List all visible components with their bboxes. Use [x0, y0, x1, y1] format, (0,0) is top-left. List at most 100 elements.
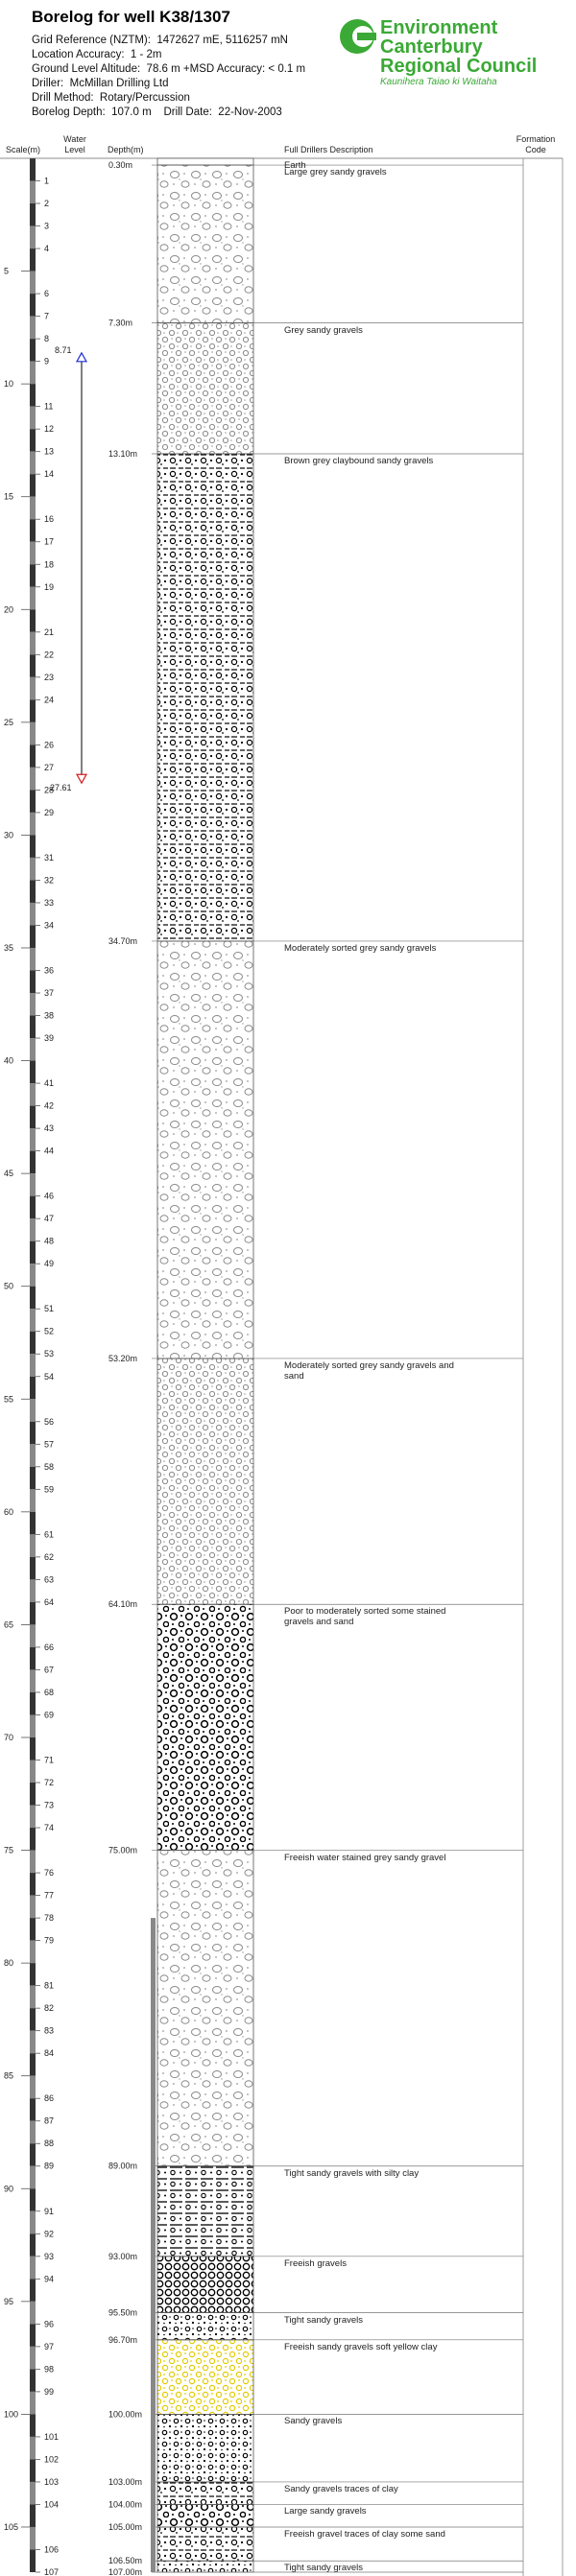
scale-label: 92 — [44, 2229, 54, 2238]
depth-label: 96.70m — [108, 2335, 137, 2345]
scale-label: 25 — [4, 718, 13, 727]
depth-label: 100.00m — [108, 2409, 142, 2419]
scale-label: 100 — [4, 2409, 18, 2419]
scale-segment — [30, 1963, 36, 1986]
scale-label: 85 — [4, 2071, 13, 2081]
scale-label: 65 — [4, 1619, 13, 1629]
scale-label: 94 — [44, 2274, 54, 2283]
scale-label: 15 — [4, 492, 13, 502]
scale-label: 8 — [44, 334, 49, 343]
layer-description: Tight sandy gravels with silty clay — [284, 2167, 420, 2179]
scale-label: 82 — [44, 2003, 54, 2013]
scale-segment — [30, 790, 36, 813]
scale-segment — [30, 180, 36, 204]
scale-segment — [30, 1060, 36, 1084]
logo-line: Canterbury — [380, 36, 484, 58]
scale-segment — [30, 2233, 36, 2257]
scale-segment — [30, 429, 36, 452]
lithology — [156, 940, 254, 1359]
scale-segment — [30, 993, 36, 1016]
scale-label: 13 — [44, 447, 54, 457]
scale-segment — [30, 1309, 36, 1332]
scale-segment — [30, 1444, 36, 1467]
scale-label: 51 — [44, 1304, 54, 1313]
layer-description: Large sandy gravels — [284, 2506, 367, 2517]
layer-description: Large grey sandy gravels — [284, 167, 387, 178]
scale-segment — [30, 1195, 36, 1219]
scale-label: 70 — [4, 1733, 13, 1742]
scale-segment — [30, 519, 36, 542]
scale-label: 14 — [44, 469, 54, 479]
scale-segment — [30, 384, 36, 407]
scale-segment — [30, 1083, 36, 1106]
scale-segment — [30, 1556, 36, 1580]
scale-label: 56 — [44, 1417, 54, 1427]
scale-segment — [30, 631, 36, 655]
scale-segment — [30, 2256, 36, 2280]
lithology — [156, 2560, 254, 2573]
scale-segment — [30, 1466, 36, 1490]
scale-segment — [30, 2436, 36, 2460]
depth-label: 95.50m — [108, 2308, 137, 2318]
casing — [151, 1918, 156, 2572]
scale-segment — [30, 158, 36, 181]
logo-line: Environment — [380, 17, 498, 38]
scale-label: 41 — [44, 1078, 54, 1088]
lithology — [156, 322, 254, 455]
scale-label: 7 — [44, 312, 49, 321]
lithology — [156, 1358, 254, 1605]
scale-label: 61 — [44, 1529, 54, 1539]
scale-label: 76 — [44, 1868, 54, 1878]
scale-segment — [30, 1828, 36, 1851]
scale-segment — [30, 1038, 36, 1061]
scale-segment — [30, 1691, 36, 1715]
scale-segment — [30, 857, 36, 881]
layer-description: Freeish gravels — [284, 2257, 347, 2269]
scale-segment — [30, 2210, 36, 2234]
scale-segment — [30, 2165, 36, 2189]
scale-label: 83 — [44, 2026, 54, 2036]
depth-label: 53.20m — [108, 1354, 137, 1363]
scale-segment — [30, 225, 36, 249]
lithology — [156, 2481, 254, 2505]
scale-label: 74 — [44, 1823, 54, 1832]
scale-segment — [30, 451, 36, 475]
scale-segment — [30, 2030, 36, 2054]
column-header: Water Level — [63, 134, 86, 154]
scale-segment — [30, 1940, 36, 1964]
scale-label: 93 — [44, 2252, 54, 2261]
layer-description: Tight sandy gravels — [284, 2314, 364, 2326]
scale-label: 44 — [44, 1146, 54, 1156]
scale-segment — [30, 2526, 36, 2550]
scale-segment — [30, 294, 36, 317]
water-level-label: 27.61 — [50, 783, 72, 792]
scale-segment — [30, 2053, 36, 2076]
lithology — [156, 2414, 254, 2483]
scale-segment — [30, 474, 36, 497]
scale-label: 90 — [4, 2184, 13, 2193]
scale-segment — [30, 2481, 36, 2505]
scale-label: 77 — [44, 1891, 54, 1901]
column-header: Full Drillers Description — [284, 145, 373, 154]
scale-segment — [30, 564, 36, 587]
depth-label: 106.50m — [108, 2556, 142, 2565]
scale-segment — [30, 676, 36, 700]
scale-label: 89 — [44, 2162, 54, 2171]
column-header: Scale(m) — [5, 145, 40, 154]
lithology — [156, 2504, 254, 2528]
scale-segment — [30, 1376, 36, 1400]
layer-description: Moderately sorted grey sandy gravels — [284, 942, 437, 954]
logo-icon — [340, 19, 376, 54]
scale-segment — [30, 2301, 36, 2325]
scale-label: 48 — [44, 1237, 54, 1246]
scale-label: 18 — [44, 559, 54, 569]
layer-description: Tight sandy gravels — [284, 2563, 364, 2574]
scale-segment — [30, 361, 36, 385]
layer-description: Brown grey claybound sandy gravels — [284, 456, 434, 467]
scale-label: 50 — [4, 1282, 13, 1291]
scale-segment — [30, 970, 36, 994]
logo-tagline: Kaunihera Taiao ki Waitaha — [380, 77, 497, 87]
info-line: Drill Method: Rotary/Percussion — [32, 92, 190, 104]
scale-label: 40 — [4, 1056, 13, 1066]
scale-segment — [30, 2346, 36, 2370]
